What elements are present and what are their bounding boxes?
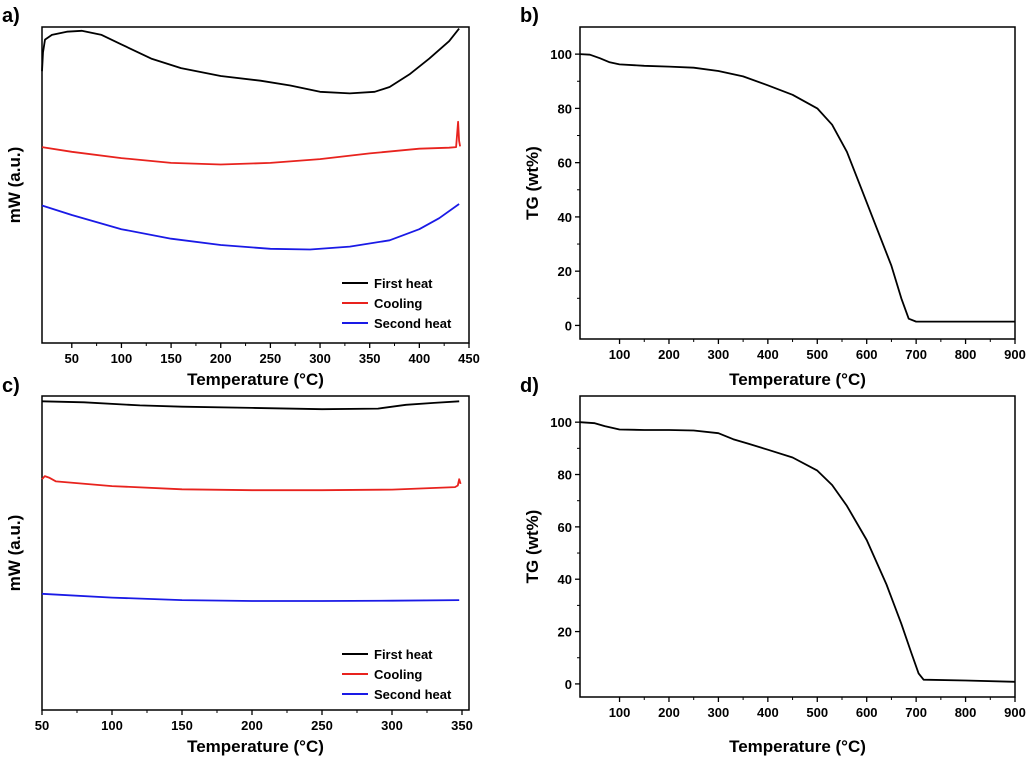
series-line-cooling [41, 475, 462, 492]
y-tick-label: 100 [550, 415, 572, 430]
x-tick-label: 400 [757, 347, 779, 362]
x-tick-label: 600 [856, 705, 878, 720]
plot-frame [579, 395, 1016, 698]
plot-frame [41, 26, 470, 344]
y-axis-label: mW (a.u.) [5, 147, 24, 224]
x-tick-label: 50 [35, 718, 49, 733]
x-tick-label: 100 [609, 347, 631, 362]
x-tick-label: 800 [955, 347, 977, 362]
legend-label: First heat [374, 647, 433, 662]
x-tick-label: 800 [955, 705, 977, 720]
x-tick-label: 100 [609, 705, 631, 720]
panel-b-tg-chart: b) 100 200 300 400 500 600 700 800 900 0 20 40 60 80 10… [520, 5, 1026, 389]
x-tick-label: 500 [806, 347, 828, 362]
legend-label: Second heat [374, 687, 452, 702]
x-tick-label: 200 [658, 705, 680, 720]
panel-label: d) [520, 375, 539, 397]
y-tick-label: 20 [558, 264, 572, 279]
y-tick-label: 20 [558, 625, 572, 640]
x-tick-label: 700 [905, 347, 927, 362]
series-line-tg [579, 53, 1015, 323]
x-axis-label: Temperature (°C) [187, 737, 324, 756]
panel-d-tg-chart: d) 100 200 300 400 500 600 700 800 900 0 20 40 60 80 10… [520, 375, 1026, 756]
panel-c-dsc-chart: c) 50 100 150 200 250 300 350 Temperature (°C) mW… [2, 375, 473, 756]
y-axis-label: TG (wt%) [523, 510, 542, 584]
x-tick-label: 250 [311, 718, 333, 733]
x-tick-label: 300 [309, 351, 331, 366]
x-tick-label: 200 [658, 347, 680, 362]
x-tick-label: 350 [451, 718, 473, 733]
x-tick-label: 400 [408, 351, 430, 366]
y-tick-label: 40 [558, 572, 572, 587]
x-tick-label: 250 [260, 351, 282, 366]
x-axis-label: Temperature (°C) [187, 370, 324, 389]
legend-label: Second heat [374, 316, 452, 331]
x-tick-label: 450 [458, 351, 480, 366]
y-tick-label: 60 [558, 156, 572, 171]
x-tick-label: 150 [160, 351, 182, 366]
panel-label: c) [2, 375, 20, 397]
panel-label: a) [2, 5, 20, 27]
series-line-second-heat [41, 203, 460, 251]
y-axis-label: mW (a.u.) [5, 515, 24, 592]
x-tick-label: 500 [806, 705, 828, 720]
y-tick-label: 60 [558, 520, 572, 535]
y-axis-label: TG (wt%) [523, 146, 542, 220]
x-axis-label: Temperature (°C) [729, 737, 866, 756]
x-tick-label: 300 [708, 705, 730, 720]
x-tick-label: 700 [905, 705, 927, 720]
y-tick-label: 80 [558, 468, 572, 483]
x-tick-label: 400 [757, 705, 779, 720]
panel-label: b) [520, 5, 539, 27]
x-tick-label: 150 [171, 718, 193, 733]
x-tick-label: 200 [210, 351, 232, 366]
x-axis-label: Temperature (°C) [729, 370, 866, 389]
y-tick-label: 80 [558, 101, 572, 116]
series-line-first-heat [41, 28, 460, 95]
panel-a-dsc-chart: a) 50 100 150 200 250 300 350 400 450 Temperature … [2, 5, 480, 389]
x-tick-label: 600 [856, 347, 878, 362]
legend-label: Cooling [374, 667, 422, 682]
x-tick-label: 350 [359, 351, 381, 366]
series-line-second-heat [41, 592, 460, 602]
y-tick-label: 100 [550, 47, 572, 62]
y-tick-label: 0 [565, 677, 572, 692]
legend-label: First heat [374, 276, 433, 291]
series-line-cooling [41, 120, 461, 166]
legend-label: Cooling [374, 296, 422, 311]
x-tick-label: 300 [708, 347, 730, 362]
x-tick-label: 300 [381, 718, 403, 733]
series-line-first-heat [41, 400, 460, 411]
x-tick-label: 100 [111, 351, 133, 366]
plot-frame [41, 395, 470, 711]
plot-frame [579, 26, 1016, 340]
x-tick-label: 900 [1004, 705, 1026, 720]
series-line-tg [579, 421, 1016, 683]
x-tick-label: 100 [101, 718, 123, 733]
x-tick-label: 200 [241, 718, 263, 733]
y-tick-label: 40 [558, 210, 572, 225]
x-tick-label: 50 [65, 351, 79, 366]
y-tick-label: 0 [565, 318, 572, 333]
x-tick-label: 900 [1004, 347, 1026, 362]
